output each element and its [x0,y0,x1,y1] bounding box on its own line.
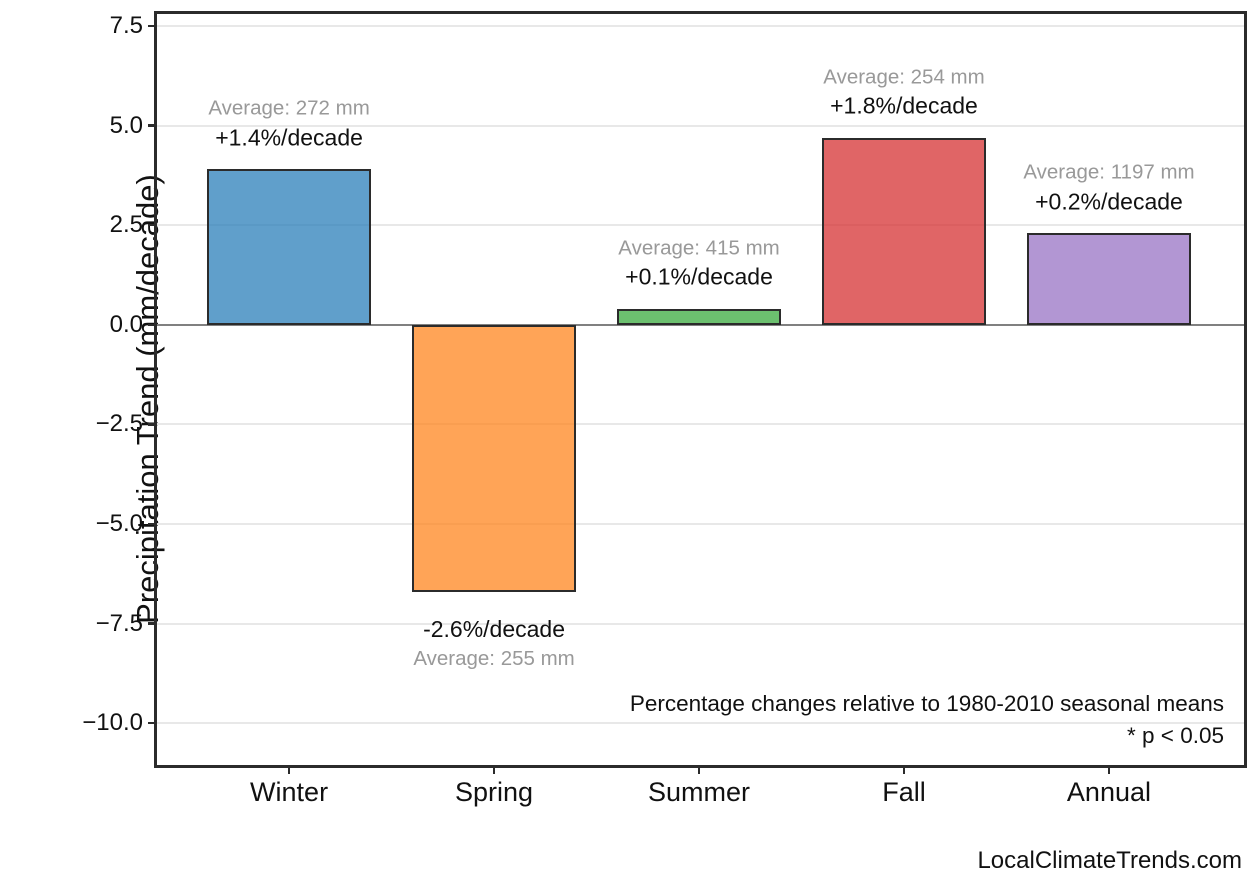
x-tick-label-summer: Summer [648,777,751,807]
bar-annual [1026,233,1191,325]
gridline-2.5 [157,224,1244,227]
percent-label-annual: +0.2%/decade [1035,188,1183,215]
y-tick-mark-−7.5 [148,622,157,625]
zero-line [157,323,1244,326]
average-label-summer: Average: 415 mm [618,236,780,260]
y-tick-mark-2.5 [148,223,157,227]
average-label-annual: Average: 1197 mm [1023,160,1195,184]
y-tick-mark-0.0 [148,323,157,326]
y-tick-label-0.0: 0.0 [109,310,143,338]
x-tick-label-spring: Spring [455,777,534,807]
gridline-−10.0 [157,722,1244,725]
percent-label-summer: +0.1%/decade [625,263,773,290]
annotation-spring: -2.6%/decade Average: 255 mm [413,614,574,673]
x-tick-mark-winter [287,765,291,774]
y-tick-label-−5.0: −5.0 [95,509,143,537]
percent-label-spring: -2.6%/decade [423,615,565,642]
plot-area: Average: 272 mm +1.4%/decade -2.6%/decade A… [154,11,1247,768]
average-label-fall: Average: 254 mm [823,64,985,88]
gridline-5.0 [157,124,1244,127]
average-label-winter: Average: 272 mm [208,96,370,120]
note-relative-means: Percentage changes relative to 1980-2010… [629,690,1224,716]
plot-notes: Percentage changes relative to 1980-2010… [630,688,1224,753]
bar-summer [617,308,782,325]
bar-fall [821,137,986,325]
x-tick-mark-fall [902,765,906,774]
watermark: LocalClimateTrends.com [977,847,1242,874]
y-tick-mark-−10.0 [148,721,157,725]
x-tick-label-fall: Fall [882,777,926,807]
y-tick-label-−7.5: −7.5 [95,609,143,637]
x-tick-label-winter: Winter [250,777,329,807]
annotation-fall: Average: 254 mm +1.8%/decade [823,63,984,122]
average-label-spring: Average: 255 mm [413,646,575,670]
y-tick-mark-7.5 [148,24,157,28]
gridline-−2.5 [157,423,1244,426]
y-tick-mark-−2.5 [148,423,157,426]
percent-label-winter: +1.4%/decade [215,124,363,151]
y-tick-label-−10.0: −10.0 [82,709,143,737]
note-p-value: * p < 0.05 [1127,723,1224,749]
y-tick-label-5.0: 5.0 [109,111,143,139]
y-tick-mark-−5.0 [148,522,157,526]
annotation-annual: Average: 1197 mm +0.2%/decade [1023,158,1194,217]
gridline-7.5 [157,24,1244,27]
x-tick-mark-annual [1107,765,1111,774]
gridline-−5.0 [157,522,1244,525]
y-tick-label-−2.5: −2.5 [95,410,143,438]
annotation-winter: Average: 272 mm +1.4%/decade [208,95,369,154]
x-tick-label-annual: Annual [1066,777,1151,807]
bar-spring [412,324,577,592]
y-tick-label-7.5: 7.5 [109,11,143,39]
y-tick-mark-5.0 [148,124,157,127]
x-tick-mark-summer [697,765,701,774]
bar-winter [207,169,372,325]
percent-label-fall: +1.8%/decade [830,92,978,119]
x-tick-mark-spring [492,765,496,774]
gridline-−7.5 [157,622,1244,625]
y-tick-label-2.5: 2.5 [109,211,143,239]
annotation-summer: Average: 415 mm +0.1%/decade [618,234,779,293]
